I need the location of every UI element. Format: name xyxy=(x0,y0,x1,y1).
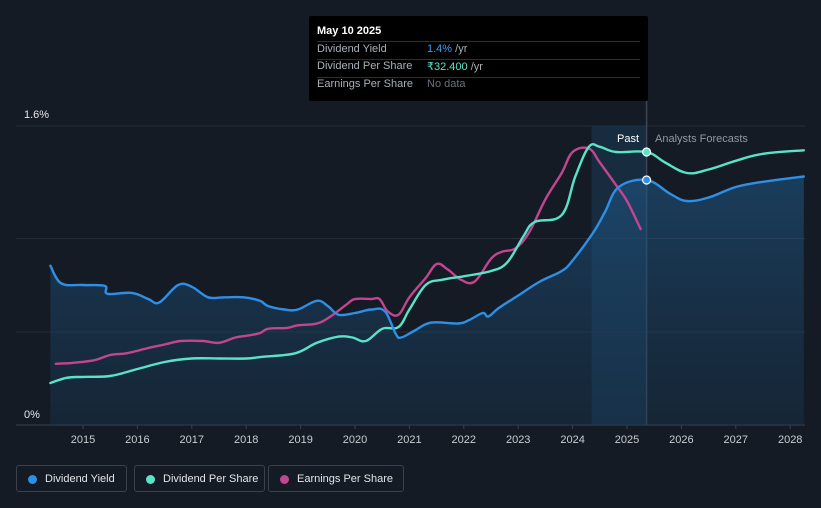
tooltip-value-unit: /yr xyxy=(452,43,468,55)
x-tick-label: 2024 xyxy=(560,434,584,446)
marker-dividend-yield xyxy=(641,175,652,185)
past-label: Past xyxy=(617,133,639,145)
area-layer xyxy=(50,176,804,425)
line-dividend-yield xyxy=(49,175,805,340)
tooltip-label: Dividend Yield xyxy=(317,43,387,55)
legend-dot-icon xyxy=(280,475,289,484)
legend-item-dividend-per-share[interactable]: Dividend Per Share xyxy=(134,465,265,492)
x-tick-label: 2017 xyxy=(180,434,204,446)
x-tick-label: 2028 xyxy=(778,434,802,446)
y-tick-label: 0% xyxy=(24,409,40,421)
x-tick-label: 2016 xyxy=(125,434,149,446)
series-markers xyxy=(641,147,652,185)
forecast-label: Analysts Forecasts xyxy=(655,133,748,145)
tooltip-divider xyxy=(317,41,640,42)
x-tick-label: 2019 xyxy=(288,434,312,446)
tooltip-label: Earnings Per Share xyxy=(317,78,413,90)
tooltip-row-dividend-yield: Dividend Yield 1.4% /yr xyxy=(317,43,637,59)
x-tick-label: 2025 xyxy=(615,434,639,446)
area-dividend-yield xyxy=(50,176,804,425)
x-tick-label: 2020 xyxy=(343,434,367,446)
marker-dividend-per-share xyxy=(641,147,652,157)
x-tick-label: 2026 xyxy=(669,434,693,446)
tooltip-row-dividend-per-share: Dividend Per Share ₹32.400 /yr xyxy=(317,60,637,76)
tooltip-divider xyxy=(317,77,640,78)
x-tick-label: 2022 xyxy=(452,434,476,446)
x-tick-label: 2023 xyxy=(506,434,530,446)
x-axis: 2015 2016 2017 2018 2019 2020 2021 2022 2023 2024… xyxy=(71,425,802,446)
tooltip-value: No data xyxy=(427,78,466,90)
x-tick-label: 2027 xyxy=(724,434,748,446)
tooltip-label: Dividend Per Share xyxy=(317,60,413,72)
legend-dot-icon xyxy=(146,475,155,484)
y-tick-label: 1.6% xyxy=(24,109,49,121)
tooltip-row-earnings-per-share: Earnings Per Share No data xyxy=(317,78,637,94)
x-tick-label: 2018 xyxy=(234,434,258,446)
legend-dot-icon xyxy=(28,475,37,484)
legend-label: Earnings Per Share xyxy=(297,473,393,485)
x-tick-label: 2015 xyxy=(71,434,95,446)
tooltip-value: ₹32.400 /yr xyxy=(427,60,483,73)
legend-item-dividend-yield[interactable]: Dividend Yield xyxy=(16,465,127,492)
legend-label: Dividend Yield xyxy=(45,473,115,485)
y-axis-labels: 0% 1.6% xyxy=(24,109,49,421)
x-tick-label: 2021 xyxy=(397,434,421,446)
tooltip-divider xyxy=(317,59,640,60)
tooltip-value-number: ₹32.400 xyxy=(427,61,468,73)
region-labels: Past Analysts Forecasts xyxy=(617,133,748,145)
legend-item-earnings-per-share[interactable]: Earnings Per Share xyxy=(268,465,404,492)
line-earnings-per-share xyxy=(54,146,642,365)
legend-label: Dividend Per Share xyxy=(163,473,259,485)
tooltip-value-number: 1.4% xyxy=(427,43,453,55)
tooltip-value-number: No data xyxy=(427,78,466,90)
tooltip-value: 1.4% /yr xyxy=(427,43,467,55)
tooltip-value-unit: /yr xyxy=(467,61,483,73)
hover-tooltip: May 10 2025 Dividend Yield 1.4% /yr Divi… xyxy=(309,16,648,101)
tooltip-date: May 10 2025 xyxy=(317,25,382,37)
